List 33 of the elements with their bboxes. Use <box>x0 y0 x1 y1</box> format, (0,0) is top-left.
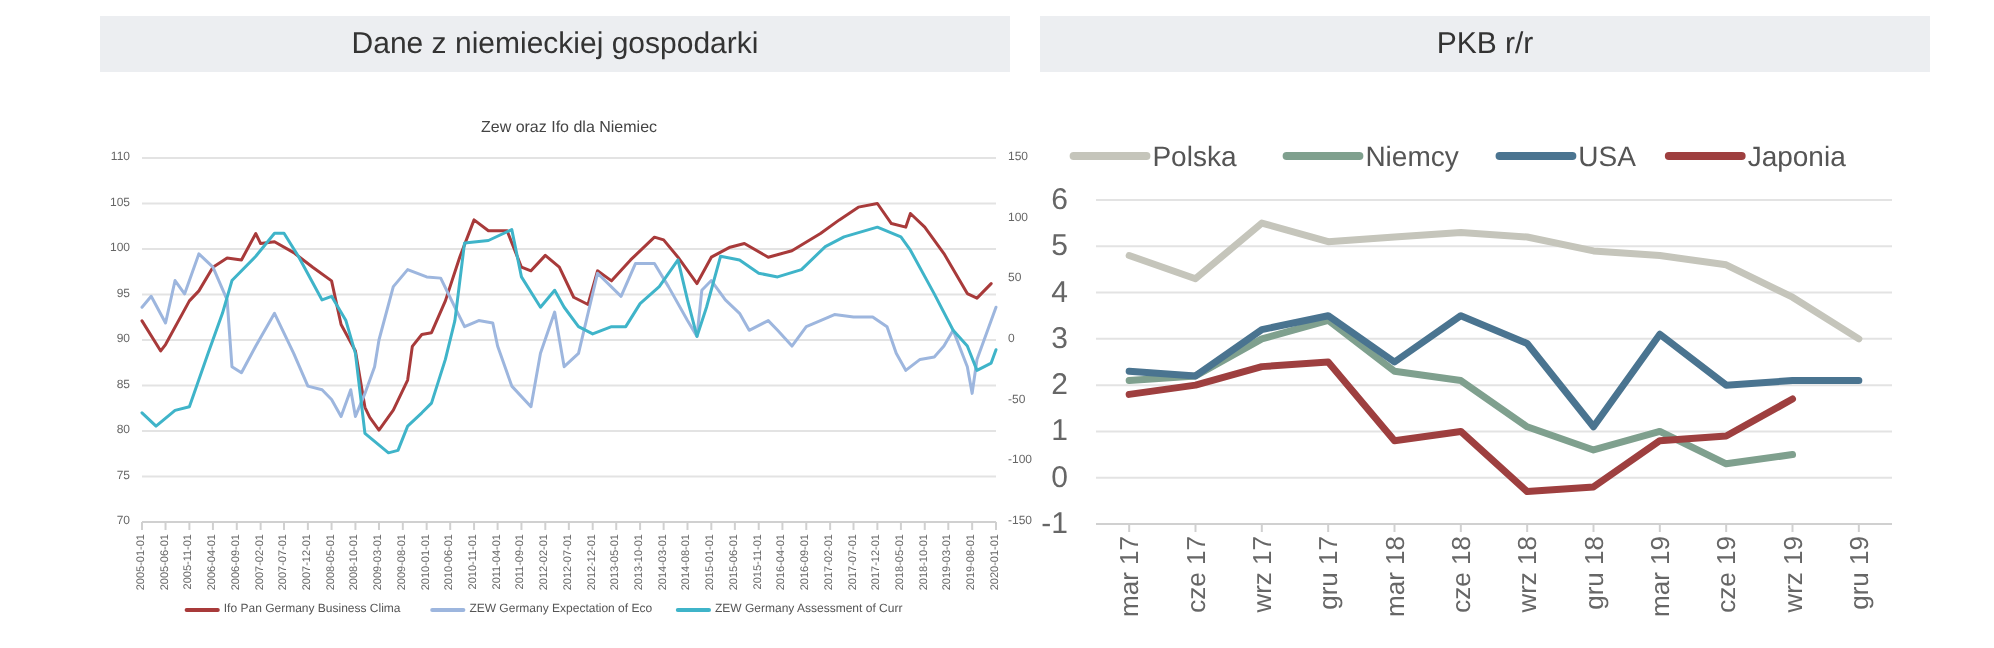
x-tick-label: gru 17 <box>1313 536 1344 610</box>
chart-title: PKB r/r <box>1436 27 1534 61</box>
chart-subtitle: Zew oraz Ifo dla Niemiec <box>480 118 658 136</box>
line-series <box>140 225 998 455</box>
y-tick-label: 1 <box>1051 414 1068 449</box>
y-tick-label: 4 <box>1051 275 1068 310</box>
line-series <box>140 252 998 418</box>
legend-label: Niemcy <box>1365 140 1459 172</box>
x-tick-label: mar 17 <box>1114 536 1145 617</box>
x-tick-label: gru 18 <box>1578 536 1609 610</box>
x-tick-label: wrz 18 <box>1512 536 1543 615</box>
y-tick-label: 0 <box>1051 460 1068 495</box>
x-tick-label: cze 17 <box>1180 536 1211 613</box>
y-tick-label: -1 <box>1041 507 1068 541</box>
x-tick-label: mar 19 <box>1644 536 1675 617</box>
x-tick-label: wrz 19 <box>1777 536 1808 615</box>
x-tick-label: cze 19 <box>1711 536 1742 613</box>
line-series <box>1125 312 1863 431</box>
x-tick-label: mar 18 <box>1379 536 1410 617</box>
y-tick-label: 2 <box>1051 368 1068 403</box>
x-tick-label: gru 19 <box>1843 536 1874 610</box>
legend-label: Polska <box>1152 140 1237 172</box>
line-series <box>1125 358 1796 496</box>
line-series <box>1125 219 1863 343</box>
y-tick-label: 6 <box>1051 183 1068 217</box>
legend-label: Japonia <box>1747 140 1847 172</box>
legend-label: USA <box>1578 140 1638 172</box>
line-series <box>140 202 993 432</box>
chart-title: Dane z niemieckiej gospodarki <box>351 27 759 61</box>
x-tick-label: cze 18 <box>1445 536 1476 613</box>
y-tick-label: 5 <box>1051 229 1068 264</box>
y-tick-label: 3 <box>1051 321 1068 356</box>
x-tick-label: wrz 17 <box>1246 536 1277 615</box>
